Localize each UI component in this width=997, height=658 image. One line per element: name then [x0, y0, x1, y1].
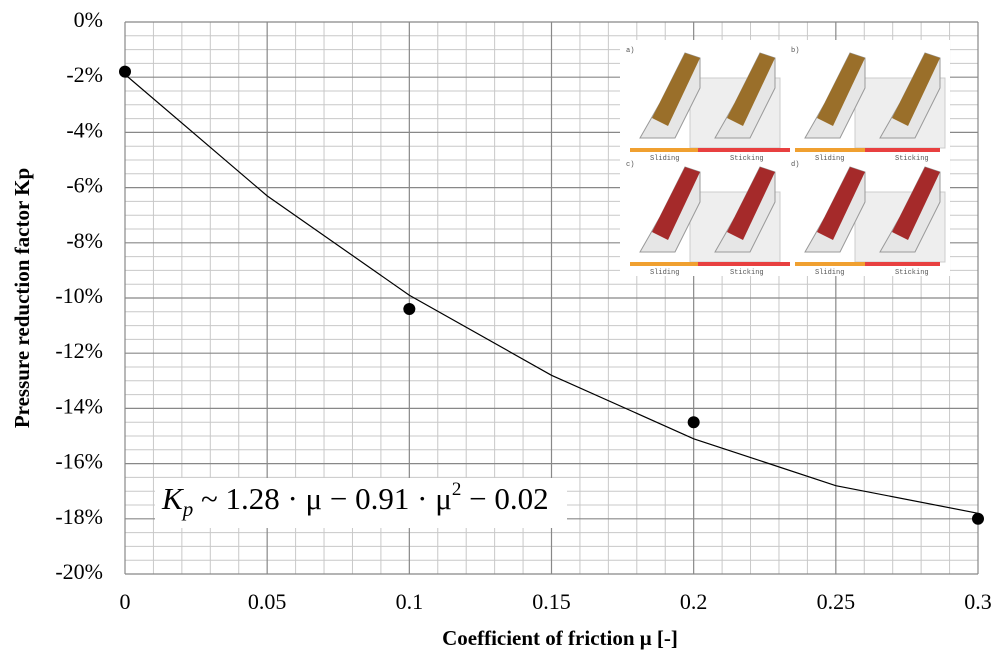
y-tick-label: -6%	[66, 173, 103, 198]
inset-panel-label: a)	[626, 47, 634, 55]
equation-part: ~ 1.28 · μ − 0.91 · μ	[193, 481, 452, 516]
inset-legend: Sticking	[730, 269, 764, 277]
inset-panel-label: d)	[791, 161, 799, 169]
equation-part: 2	[452, 479, 462, 500]
equation-part: K	[161, 481, 185, 516]
y-tick-label: -12%	[55, 338, 103, 363]
x-tick-label: 0.3	[964, 589, 992, 614]
bar-sticking	[865, 262, 940, 266]
y-tick-label: -18%	[55, 504, 103, 529]
y-tick-label: -14%	[55, 393, 103, 418]
y-tick-label: -8%	[66, 228, 103, 253]
bar-sliding	[795, 148, 865, 152]
x-tick-label: 0	[120, 589, 131, 614]
x-tick-label: 0.05	[248, 589, 287, 614]
inset-legend: Sliding	[650, 155, 679, 163]
inset-legend: Sliding	[815, 269, 844, 277]
x-tick-label: 0.2	[680, 589, 708, 614]
bar-sticking	[865, 148, 940, 152]
inset-legend: Sticking	[730, 155, 764, 163]
y-tick-label: -16%	[55, 449, 103, 474]
inset-legend: Sticking	[895, 155, 929, 163]
y-tick-label: -2%	[66, 62, 103, 87]
equation-part: − 0.02	[461, 481, 548, 516]
inset-legend: Sticking	[895, 269, 929, 277]
data-point	[972, 513, 984, 525]
y-axis-title: Pressure reduction factor Kp	[10, 168, 34, 428]
x-tick-label: 0.15	[532, 589, 571, 614]
equation: Kp ~ 1.28 · μ − 0.91 · μ2 − 0.02	[161, 479, 549, 520]
x-axis-title: Coefficient of friction μ [-]	[442, 626, 678, 650]
bar-sliding	[630, 262, 698, 266]
inset-image: a) Sliding Sticking b) Sliding Sticking c) Slid…	[620, 40, 950, 277]
inset-panel-label: c)	[626, 161, 634, 169]
equation-part: p	[181, 497, 194, 521]
inset-legend: Sliding	[815, 155, 844, 163]
y-tick-label: 0%	[74, 7, 103, 32]
bar-sliding	[630, 148, 698, 152]
data-point	[403, 303, 415, 315]
data-point	[119, 66, 131, 78]
chart: Coefficient of friction μ [-] Pressure r…	[0, 0, 997, 658]
y-tick-label: -10%	[55, 283, 103, 308]
bar-sticking	[698, 148, 790, 152]
x-tick-label: 0.25	[817, 589, 856, 614]
inset-panel-label: b)	[791, 47, 799, 55]
x-tick-label: 0.1	[396, 589, 424, 614]
data-point	[688, 416, 700, 428]
inset-legend: Sliding	[650, 269, 679, 277]
y-tick-label: -4%	[66, 117, 103, 142]
bar-sticking	[698, 262, 790, 266]
bar-sliding	[795, 262, 865, 266]
y-tick-label: -20%	[55, 559, 103, 584]
